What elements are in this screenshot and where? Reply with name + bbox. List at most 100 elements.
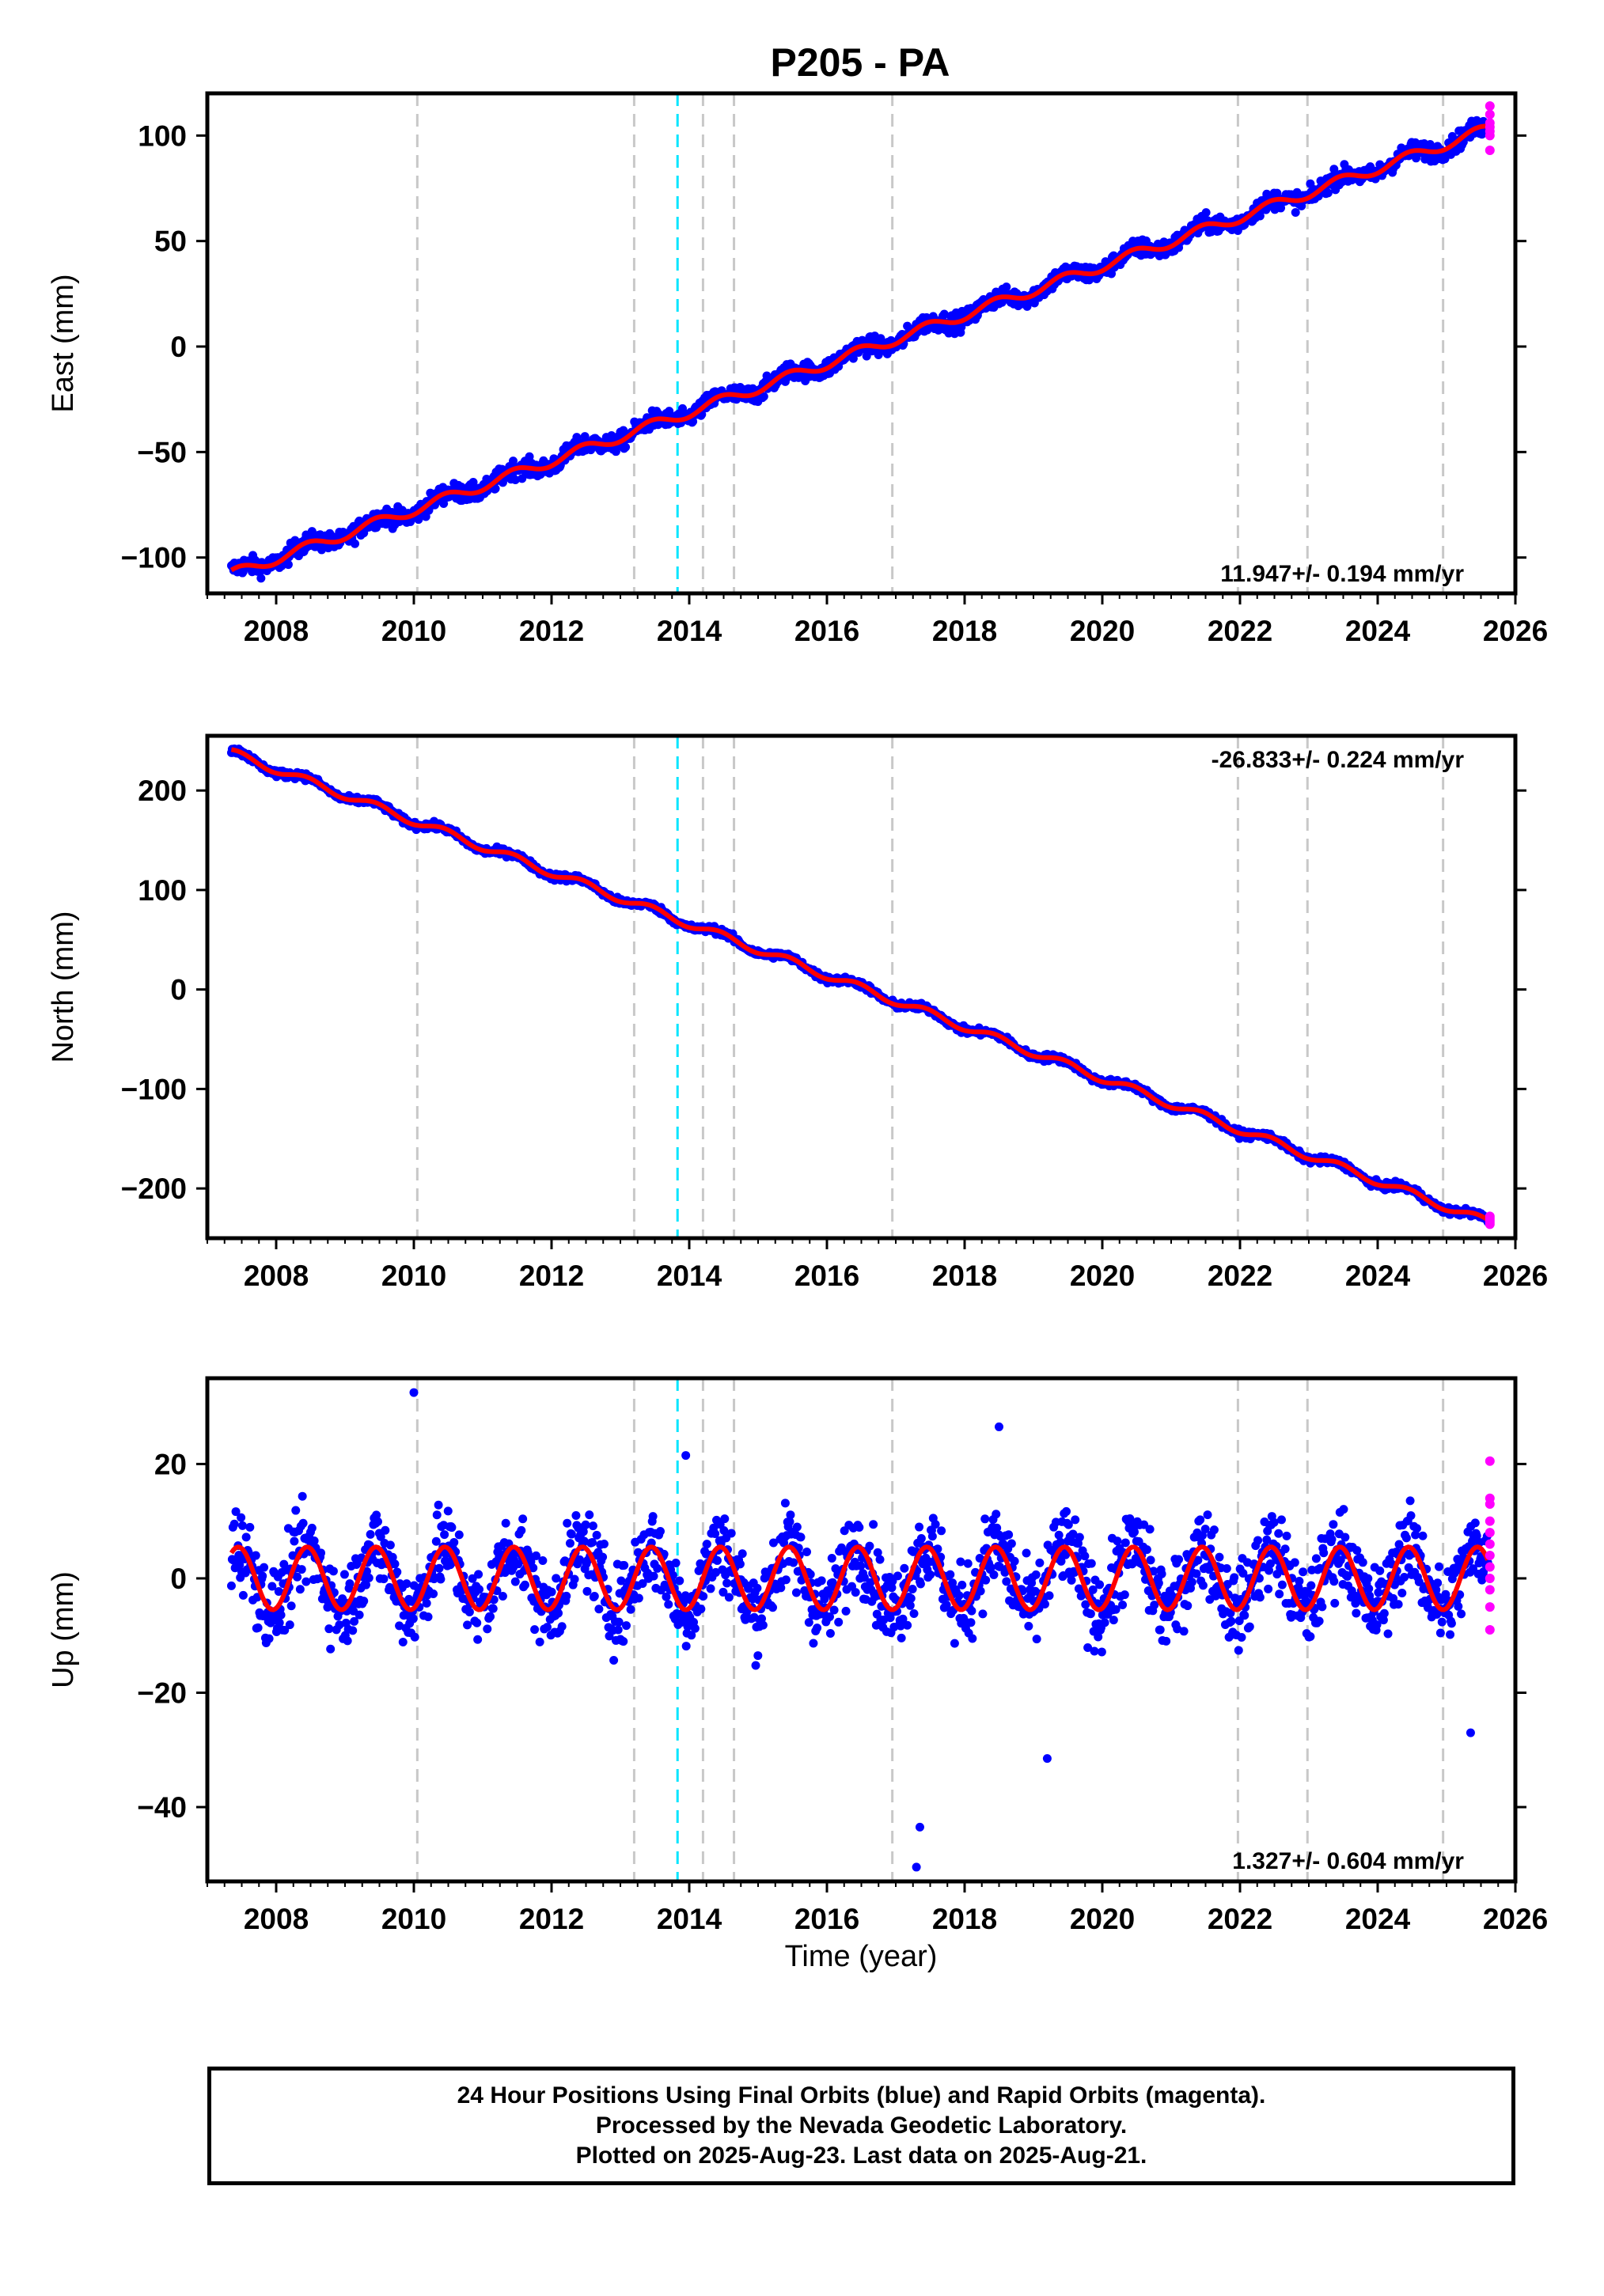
data-point xyxy=(662,1592,671,1601)
y-tick-label: −200 xyxy=(121,1173,187,1205)
data-point xyxy=(776,1583,786,1593)
data-point xyxy=(699,1592,708,1601)
y-tick-label: 200 xyxy=(138,775,187,807)
data-point xyxy=(1061,1550,1071,1559)
data-point xyxy=(372,1510,381,1520)
data-point xyxy=(592,1530,601,1540)
data-point xyxy=(285,1620,294,1630)
data-point xyxy=(989,1570,999,1579)
data-point xyxy=(926,1570,935,1579)
data-point xyxy=(711,1529,720,1539)
data-point xyxy=(711,1567,721,1577)
data-point xyxy=(1002,282,1011,292)
data-point xyxy=(981,1575,991,1585)
data-point xyxy=(518,1514,528,1524)
data-point xyxy=(510,475,520,484)
data-point xyxy=(298,1518,308,1528)
data-point xyxy=(1081,1600,1090,1609)
data-point xyxy=(1067,1575,1076,1585)
x-tick-label: 2018 xyxy=(932,1260,997,1292)
data-point xyxy=(501,1518,510,1528)
rate-label: 11.947+/- 0.194 mm/yr xyxy=(1220,561,1464,587)
data-point xyxy=(517,1525,526,1535)
data-point xyxy=(1024,1621,1033,1631)
data-point xyxy=(530,1625,540,1635)
data-point xyxy=(267,1582,277,1591)
data-point xyxy=(276,1610,286,1620)
data-point xyxy=(373,1517,382,1526)
x-tick-label: 2010 xyxy=(381,615,446,647)
data-point xyxy=(362,1580,371,1589)
data-point xyxy=(1022,1548,1031,1558)
data-point xyxy=(1045,1591,1054,1601)
data-point xyxy=(1095,1580,1105,1589)
rapid-orbit-point xyxy=(1485,131,1495,141)
data-point xyxy=(908,1584,917,1593)
data-point xyxy=(649,1571,658,1581)
data-point xyxy=(759,392,768,401)
data-point xyxy=(780,1498,790,1508)
data-point xyxy=(283,560,293,570)
data-point xyxy=(1142,1545,1151,1555)
data-point xyxy=(554,1608,563,1618)
data-point xyxy=(978,1609,988,1619)
data-point xyxy=(1200,1525,1210,1534)
data-point xyxy=(447,1523,457,1533)
data-point xyxy=(897,1633,906,1642)
data-point xyxy=(675,1576,684,1586)
x-tick-label: 2024 xyxy=(1345,1260,1411,1292)
y-tick-label: −100 xyxy=(121,1073,187,1105)
data-point xyxy=(1157,1569,1166,1578)
data-point xyxy=(885,1613,895,1623)
data-point xyxy=(1201,208,1211,218)
data-point xyxy=(1162,1636,1171,1646)
data-point xyxy=(613,1625,623,1635)
x-tick-label: 2022 xyxy=(1208,1260,1272,1292)
data-point xyxy=(290,1536,299,1546)
data-point xyxy=(879,1615,889,1624)
data-point xyxy=(817,1576,826,1586)
data-point xyxy=(986,1563,995,1572)
data-point xyxy=(968,1634,977,1643)
data-point xyxy=(976,1586,985,1596)
data-point xyxy=(309,1536,319,1546)
data-point xyxy=(587,1537,597,1547)
data-point xyxy=(1179,1627,1189,1636)
data-point xyxy=(791,1588,801,1597)
data-point xyxy=(565,1539,574,1548)
x-tick-label: 2014 xyxy=(657,615,722,647)
data-point xyxy=(1002,1577,1011,1586)
data-point xyxy=(326,1644,336,1654)
data-point xyxy=(1083,1643,1093,1653)
data-point xyxy=(903,1620,912,1630)
data-point xyxy=(486,1612,495,1621)
data-point xyxy=(1174,1555,1184,1564)
data-point xyxy=(1198,1581,1208,1590)
data-point xyxy=(995,1562,1004,1571)
data-point xyxy=(834,1617,844,1627)
data-point xyxy=(753,1651,763,1661)
data-point xyxy=(510,1577,520,1586)
data-point xyxy=(1040,1600,1049,1609)
data-point xyxy=(531,1551,540,1560)
panel-2: 2008 2010 2012 2014 2016 2018 2020 2022 2024 2026… xyxy=(47,733,1548,1292)
data-point xyxy=(948,1578,957,1588)
data-point xyxy=(1109,1616,1118,1625)
data-point xyxy=(916,1579,925,1589)
data-point xyxy=(599,1539,609,1548)
data-point xyxy=(226,1581,236,1590)
data-point xyxy=(231,1507,241,1517)
data-point xyxy=(909,1609,919,1619)
data-point xyxy=(898,1614,908,1623)
data-point xyxy=(719,1526,729,1536)
data-point xyxy=(1197,1531,1207,1540)
data-point xyxy=(1010,1556,1019,1566)
data-point xyxy=(258,1571,267,1581)
x-tick-label: 2014 xyxy=(657,1260,722,1292)
data-point xyxy=(916,1534,926,1544)
x-tick-label: 2020 xyxy=(1070,1260,1135,1292)
data-point xyxy=(253,1623,263,1632)
data-point xyxy=(449,1537,459,1547)
data-point xyxy=(900,1563,909,1573)
